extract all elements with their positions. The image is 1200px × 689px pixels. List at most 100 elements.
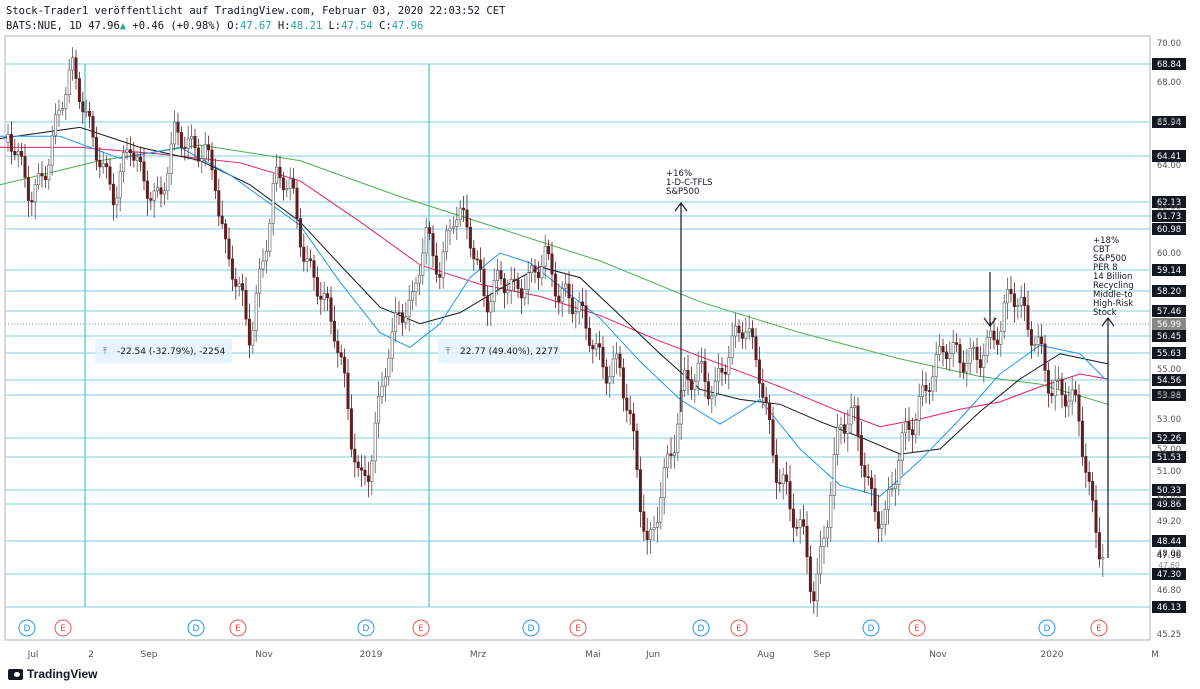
- candle-body: [421, 252, 425, 276]
- candle-body: [999, 331, 1003, 345]
- high-label: H:: [277, 20, 291, 32]
- candle-body: [944, 351, 948, 359]
- candle-body: [574, 311, 578, 315]
- tradingview-logo-icon: [8, 668, 23, 680]
- candle-body: [190, 135, 194, 140]
- ohlc-line: BATS:NUE, 1D 47.96▲ +0.46 (+0.98%) O:47.…: [6, 19, 505, 34]
- annotation-text: PER 8: [1093, 263, 1118, 273]
- candle-body: [1029, 329, 1033, 346]
- annotation-arrow-head: [674, 202, 688, 212]
- candle-body: [428, 227, 432, 234]
- candle-body: [1080, 420, 1084, 457]
- candle-body: [924, 385, 928, 391]
- candle-body: [689, 379, 693, 390]
- candle-body: [315, 277, 319, 297]
- candle-body: [570, 297, 574, 315]
- event-marker-label: D: [193, 624, 200, 634]
- candle-body: [363, 469, 367, 477]
- candle-body: [370, 460, 374, 482]
- candle-body: [567, 283, 571, 299]
- candle-body: [832, 454, 836, 496]
- candle-body: [186, 138, 190, 149]
- annotation-text: High-Risk: [1093, 299, 1133, 309]
- candle-body: [152, 190, 156, 201]
- candle-body: [431, 233, 435, 257]
- candle-body: [489, 301, 493, 313]
- candle-body: [332, 321, 336, 342]
- x-tick-label: 2019: [360, 650, 383, 660]
- candle-body: [203, 144, 207, 159]
- candle-body: [921, 385, 925, 397]
- candle-body: [948, 352, 952, 359]
- low-label: L:: [328, 20, 342, 32]
- candle-body: [305, 258, 309, 262]
- candle-body: [982, 355, 986, 368]
- candle-body: [132, 152, 136, 161]
- candle-body: [407, 299, 411, 318]
- candle-body: [455, 219, 459, 227]
- candle-body: [618, 353, 622, 369]
- candle-body: [710, 395, 714, 400]
- level-label: 68.84: [1157, 60, 1181, 70]
- candle-body: [897, 460, 901, 485]
- event-marker-label: E: [575, 624, 581, 634]
- candle-body: [254, 292, 258, 332]
- candle-body: [893, 484, 897, 489]
- candle-body: [88, 110, 92, 117]
- candle-body: [285, 188, 289, 191]
- event-marker-label: D: [528, 624, 535, 634]
- y-tick-label: 52.00: [1157, 445, 1181, 455]
- candle-body: [951, 342, 955, 354]
- candle-body: [380, 385, 384, 397]
- level-label: 60.98: [1157, 225, 1181, 235]
- candle-body: [516, 279, 520, 289]
- candle-body: [196, 147, 200, 162]
- candle-body: [125, 149, 129, 153]
- candle-body: [475, 258, 479, 261]
- candle-body: [978, 359, 982, 368]
- candle-body: [968, 347, 972, 364]
- level-tag: [1152, 484, 1186, 496]
- candle-body: [927, 390, 931, 392]
- candle-body: [621, 367, 625, 399]
- candle-body: [625, 397, 629, 411]
- event-marker-label: E: [418, 624, 424, 634]
- level-tag: [1152, 210, 1186, 222]
- candle-body: [336, 340, 340, 353]
- candle-body: [904, 421, 908, 434]
- candle-body: [914, 420, 918, 436]
- candle-body: [713, 380, 717, 397]
- event-marker: [412, 619, 430, 637]
- measure-box: [438, 339, 560, 363]
- level-tag: [1152, 305, 1186, 317]
- candle-body: [764, 397, 768, 404]
- candle-body: [101, 163, 105, 168]
- level-tag: [1152, 451, 1186, 463]
- candle-body: [43, 175, 47, 180]
- candle-body: [230, 258, 234, 280]
- event-marker: [18, 619, 36, 637]
- candle-body: [506, 290, 510, 294]
- candle-body: [917, 396, 921, 421]
- candle-body: [1060, 378, 1064, 396]
- candle-body: [866, 476, 870, 479]
- candle-body: [346, 372, 350, 409]
- candle-body: [594, 343, 598, 350]
- level-label: 58.20: [1157, 287, 1181, 297]
- candle-body: [669, 453, 673, 457]
- candle-body: [244, 289, 248, 320]
- candle-body: [268, 223, 272, 252]
- candle-body: [972, 346, 976, 349]
- level-tag: [1152, 535, 1186, 547]
- x-tick-label: Sep: [814, 650, 831, 660]
- candle-body: [1043, 343, 1047, 371]
- candle-body: [258, 268, 262, 294]
- event-marker-label: D: [363, 624, 370, 634]
- candle-body: [533, 265, 537, 273]
- candle-body: [836, 426, 840, 455]
- candle-body: [213, 169, 217, 191]
- candle-body: [312, 260, 316, 278]
- candle-body: [1016, 305, 1020, 308]
- candle-body: [1067, 400, 1071, 407]
